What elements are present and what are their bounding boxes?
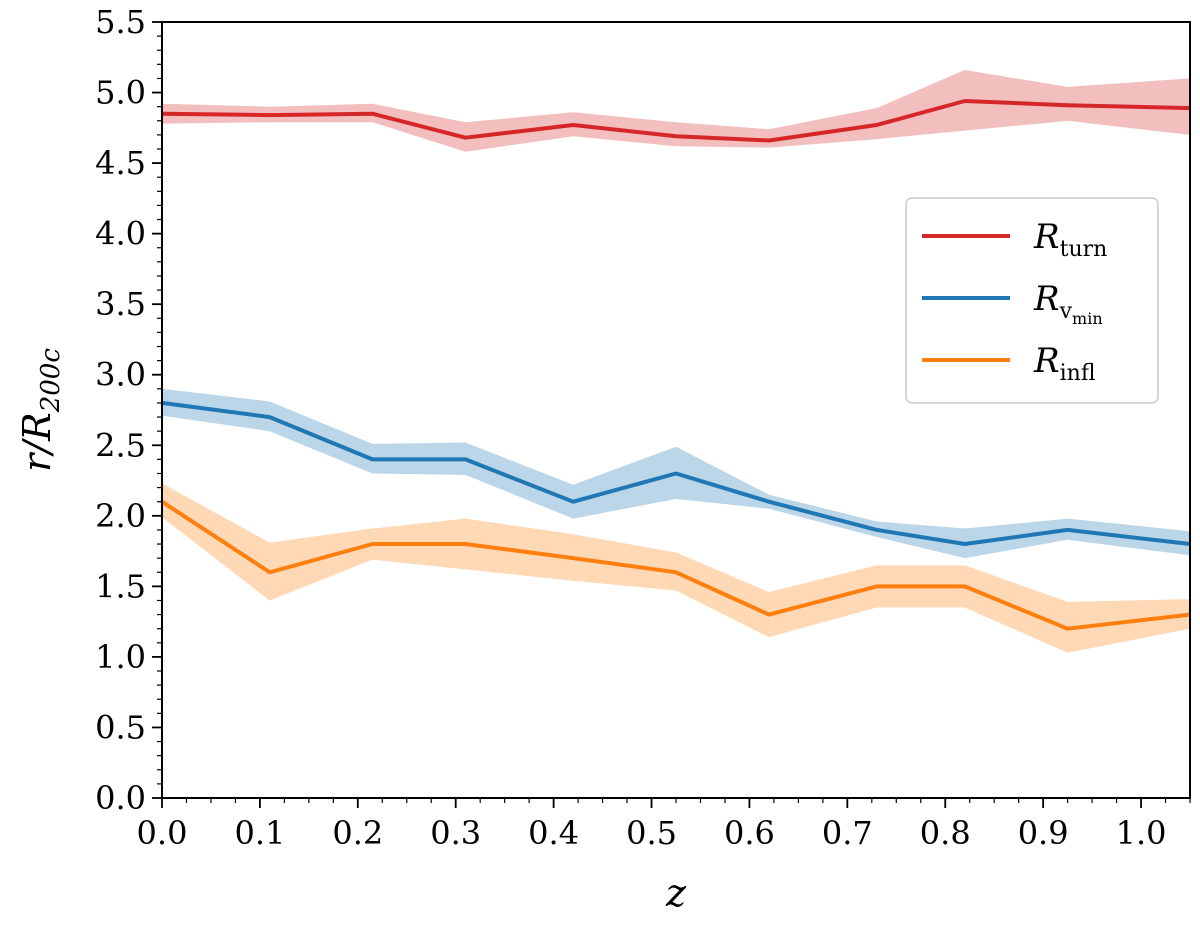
y-tick-label: 3.5 bbox=[95, 285, 146, 323]
legend-label-r-infl: Rinfl bbox=[1033, 341, 1096, 386]
legend-box bbox=[905, 197, 1159, 404]
y-tick-label: 4.0 bbox=[95, 215, 146, 253]
y-tick-label: 1.5 bbox=[95, 567, 146, 605]
y-axis-label: r/R200c bbox=[15, 348, 66, 472]
band-r-infl bbox=[162, 483, 1190, 653]
x-tick-label: 0.4 bbox=[528, 814, 579, 852]
legend-label-r-vmin: Rvmin bbox=[1033, 279, 1103, 328]
series-lines bbox=[160, 99, 1191, 631]
legend: Rturn Rvmin Rinfl bbox=[905, 197, 1159, 404]
legend-label-r-turn: Rturn bbox=[1033, 217, 1107, 262]
x-tick-label: 0.8 bbox=[920, 814, 971, 852]
y-tick-label: 5.0 bbox=[95, 74, 146, 112]
x-tick-label: 0.6 bbox=[724, 814, 775, 852]
x-tick-label: 0.5 bbox=[626, 814, 677, 852]
x-tick-label: 0.7 bbox=[822, 814, 873, 852]
x-tick-label: 0.9 bbox=[1018, 814, 1069, 852]
y-tick-label: 4.5 bbox=[95, 144, 146, 182]
y-tick-label: 0.0 bbox=[95, 779, 146, 817]
y-tick-label: 5.5 bbox=[95, 3, 146, 41]
band-r-turn bbox=[162, 70, 1190, 152]
x-tick-label: 0.2 bbox=[332, 814, 383, 852]
x-tick-label: 1.0 bbox=[1116, 814, 1167, 852]
y-tick-label: 1.0 bbox=[95, 638, 146, 676]
y-tick-label: 3.0 bbox=[95, 356, 146, 394]
x-axis-label: z bbox=[665, 871, 687, 915]
y-tick-label: 0.5 bbox=[95, 708, 146, 746]
x-tick-label: 0.1 bbox=[234, 814, 285, 852]
y-tick-label: 2.0 bbox=[95, 497, 146, 535]
x-tick-label: 0.0 bbox=[137, 814, 188, 852]
y-tick-label: 2.5 bbox=[95, 426, 146, 464]
x-tick-label: 0.3 bbox=[430, 814, 481, 852]
axes: 0.0 0.1 0.2 0.3 0.4 0.5 0.6 0.7 0.8 0.9 1.0 0.0 0.5 1… bbox=[15, 3, 1191, 915]
